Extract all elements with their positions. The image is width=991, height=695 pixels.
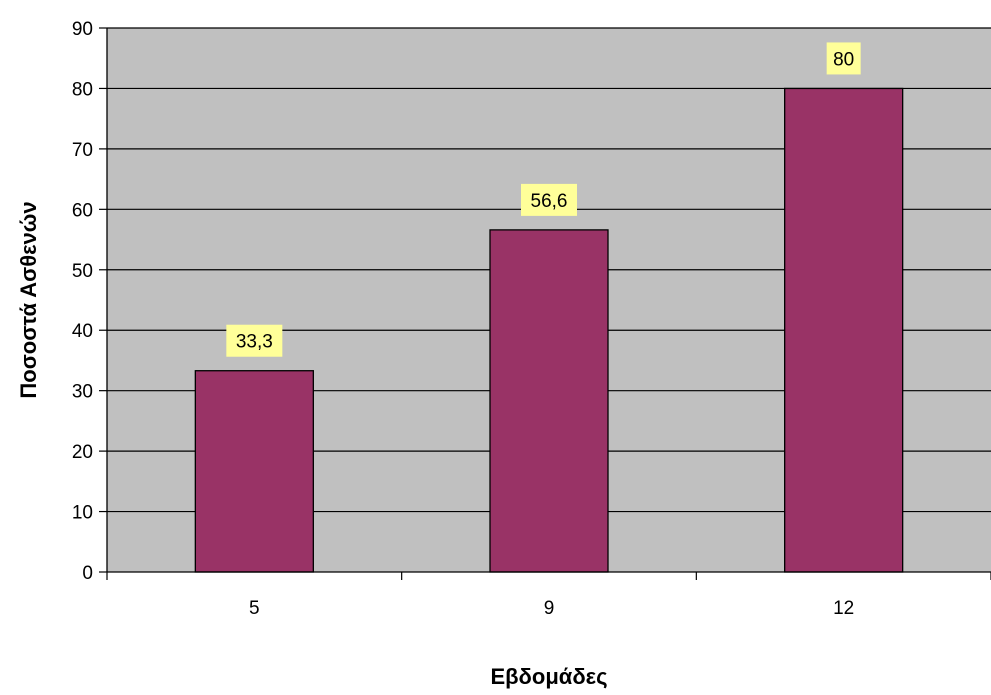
y-tick-label-80: 80 [72, 79, 93, 100]
y-tick-label-0: 0 [82, 563, 93, 584]
data-label-5: 33,3 [236, 332, 273, 353]
data-labels: 33,3 56,6 80 [226, 42, 861, 357]
y-tick-label-10: 10 [72, 503, 93, 524]
y-tick-label-20: 20 [72, 442, 93, 463]
y-tick-label-90: 90 [72, 19, 93, 40]
x-axis-title: Εβδομάδες [490, 664, 607, 689]
y-axis-title: Ποσοστά Ασθενών [16, 201, 41, 398]
data-label-bg-9 [521, 183, 577, 216]
y-tick-label-60: 60 [72, 200, 93, 221]
bars [194, 87, 904, 573]
y-tick-label-30: 30 [72, 382, 93, 403]
y-tick-label-70: 70 [72, 140, 93, 161]
bar-9 [489, 229, 609, 573]
data-label-12: 80 [833, 49, 854, 70]
y-tick-label-50: 50 [72, 261, 93, 282]
x-tick-label-5: 5 [249, 598, 260, 619]
data-label-bg-12 [826, 42, 861, 75]
x-tick-label-9: 9 [544, 598, 555, 619]
data-label-bg-5 [226, 324, 283, 357]
bar-12 [784, 87, 904, 573]
y-tick-label-40: 40 [72, 321, 93, 342]
y-axis-ticks: 0 10 20 30 40 50 60 70 80 90 [72, 19, 107, 584]
data-label-9: 56,6 [531, 191, 568, 212]
bar-5 [194, 370, 314, 573]
x-tick-label-12: 12 [833, 598, 854, 619]
x-axis-ticks: 5 9 12 [106, 572, 991, 619]
